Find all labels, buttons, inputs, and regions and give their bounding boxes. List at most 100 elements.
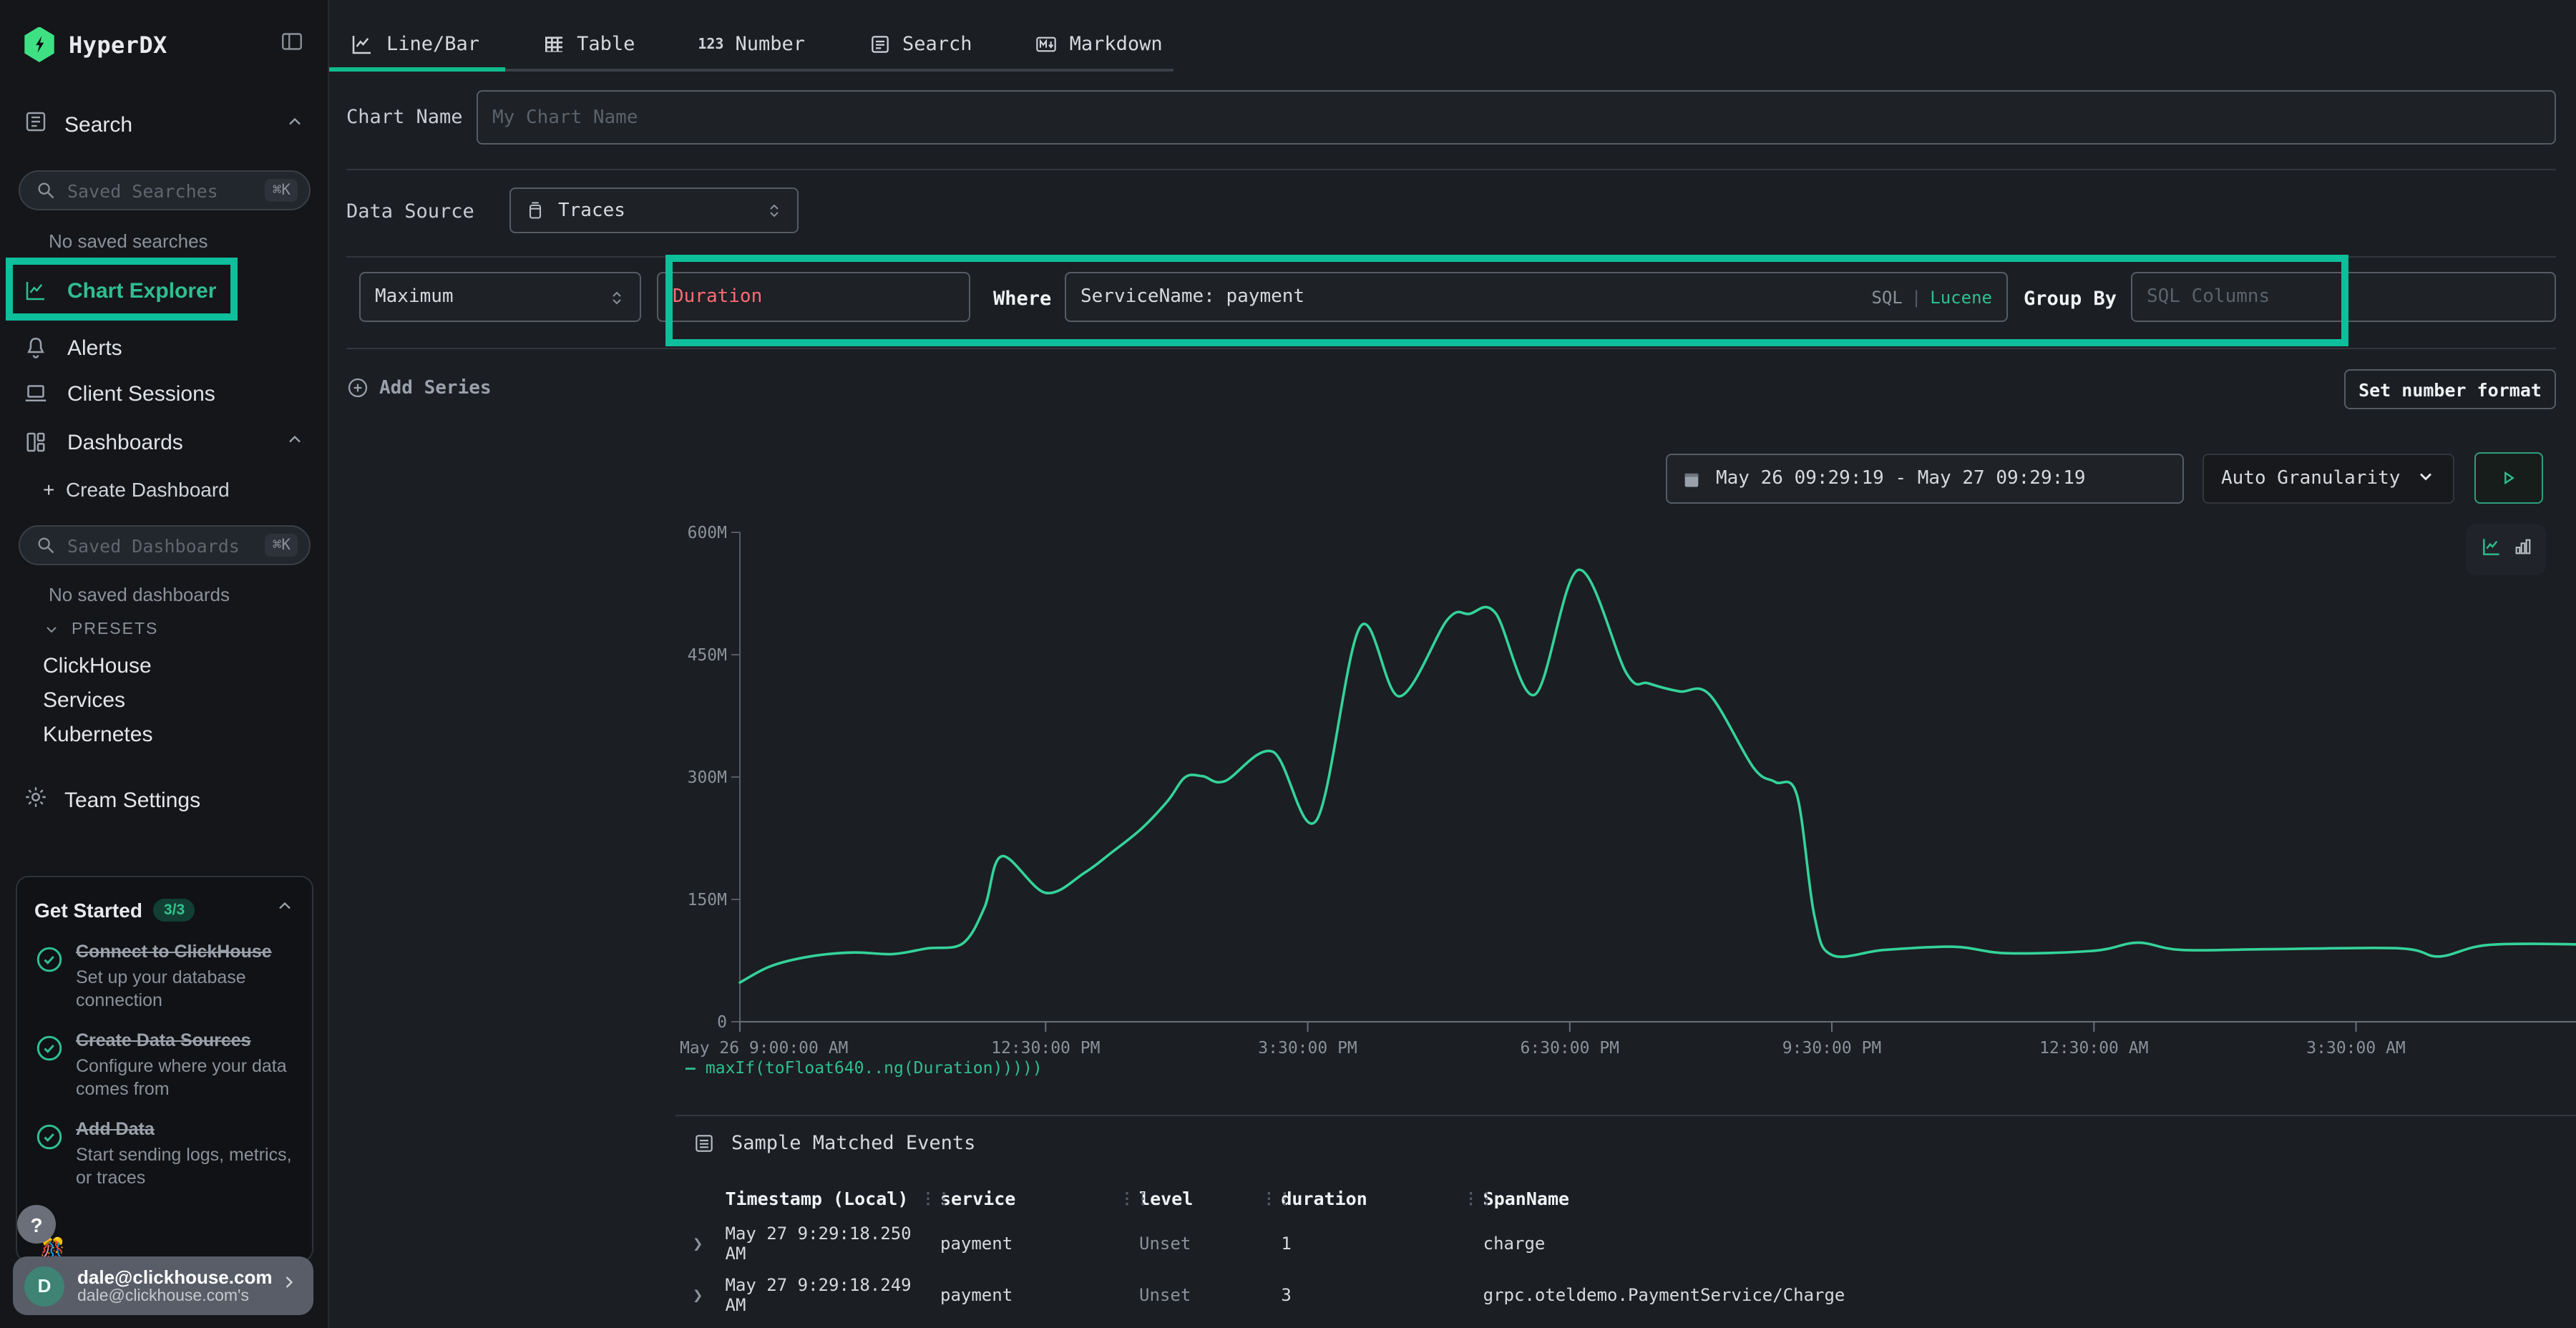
table-row[interactable]: ❯May 27 9:29:18.250 AMpaymentUnset1charg… — [693, 1218, 2576, 1269]
cell-duration: 1 — [1281, 1321, 1483, 1328]
chart-name-label: Chart Name — [346, 106, 463, 129]
sidebar-item-alerts[interactable]: Alerts — [0, 326, 328, 369]
sidebar-item-dashboards[interactable]: Dashboards — [0, 421, 328, 464]
run-query-button[interactable] — [2474, 452, 2543, 504]
tab-markdown[interactable]: Markdown — [1033, 20, 1166, 69]
tab-number[interactable]: 123Number — [695, 20, 808, 69]
get-started-item-subtitle: Configure where your data comes from — [76, 1055, 295, 1101]
column-drag-handle[interactable]: ⋮⋮ — [1261, 1189, 1292, 1208]
row-expand-icon[interactable]: ❯ — [693, 1269, 726, 1321]
get-started-item-subtitle: Set up your database connection — [76, 965, 295, 1012]
get-started-item-subtitle: Start sending logs, metrics, or traces — [76, 1143, 295, 1190]
x-tick-label: 3:30:00 PM — [1258, 1039, 1357, 1058]
no-saved-searches-note: No saved searches — [49, 230, 208, 252]
sample-events-table: Timestamp (Local)⋮⋮service⋮⋮level⋮⋮durat… — [693, 1179, 2576, 1328]
search-section-icon — [23, 109, 49, 140]
get-started-item[interactable]: Add DataStart sending logs, metrics, or … — [34, 1120, 295, 1190]
line-chart-icon — [349, 31, 375, 57]
chevron-up-icon[interactable] — [285, 112, 305, 137]
create-dashboard-link[interactable]: + Create Dashboard — [43, 478, 230, 501]
preset-clickhouse[interactable]: ClickHouse — [43, 654, 152, 678]
cell-level: Unset — [1139, 1269, 1281, 1321]
tab-table[interactable]: Table — [540, 20, 638, 69]
get-started-item[interactable]: Connect to ClickHouseSet up your databas… — [34, 942, 295, 1012]
query-language-toggle[interactable]: SQL|Lucene — [1871, 287, 1992, 307]
y-tick-label: 600M — [688, 524, 727, 542]
search-list-icon — [868, 33, 891, 56]
sidebar-item-team-settings[interactable]: Team Settings — [0, 784, 328, 816]
where-input[interactable]: ServiceName: payment SQL|Lucene — [1065, 272, 2008, 322]
chevron-up-icon — [285, 429, 305, 455]
column-header-level[interactable]: ⋮⋮level — [1139, 1179, 1281, 1218]
help-button[interactable]: ? — [17, 1205, 56, 1244]
date-range-input[interactable]: May 26 09:29:19 - May 27 09:29:19 — [1666, 454, 2184, 504]
sidebar-section-search[interactable]: Search — [0, 109, 328, 140]
timeseries-chart[interactable]: 600M450M300M150M0May 26 9:00:00 AM12:30:… — [675, 515, 2576, 1059]
sample-events-header[interactable]: Sample Matched Events — [693, 1132, 975, 1155]
divider — [346, 169, 2556, 170]
row-expand-icon[interactable]: ❯ — [693, 1218, 726, 1269]
tab-line-bar[interactable]: Line/Bar — [346, 20, 482, 69]
tab-search[interactable]: Search — [865, 20, 975, 69]
data-source-label: Data Source — [346, 200, 474, 223]
table-row[interactable]: ❯May 27 9:29:18.243 AMpaymentUnset1charg… — [693, 1321, 2576, 1328]
saved-dashboards-input[interactable]: Saved Dashboards ⌘K — [19, 525, 311, 565]
dashboards-icon — [23, 429, 50, 455]
aggregation-select[interactable]: Maximum — [359, 272, 641, 322]
field-select[interactable]: Duration — [657, 272, 970, 322]
lucene-option: Lucene — [1930, 287, 1992, 307]
cell-service: payment — [940, 1269, 1139, 1321]
table-row[interactable]: ❯May 27 9:29:18.249 AMpaymentUnset3grpc.… — [693, 1269, 2576, 1321]
granularity-select[interactable]: Auto Granularity — [2202, 454, 2454, 504]
column-header-spanname[interactable]: ⋮⋮SpanName — [1483, 1179, 2576, 1218]
get-started-item[interactable]: Create Data SourcesConfigure where your … — [34, 1030, 295, 1100]
chevron-up-icon[interactable] — [275, 896, 295, 923]
preset-services[interactable]: Services — [43, 688, 125, 713]
no-saved-dashboards-note: No saved dashboards — [49, 584, 230, 605]
add-series-button[interactable]: Add Series — [346, 376, 492, 399]
x-tick-label: May 26 9:00:00 AM — [680, 1039, 848, 1058]
data-source-value: Traces — [558, 200, 625, 221]
presets-header[interactable]: PRESETS — [43, 621, 158, 638]
sidebar-item-chart-explorer[interactable]: Chart Explorer — [0, 269, 328, 312]
tab-label: Search — [902, 33, 972, 56]
group-by-placeholder: SQL Columns — [2147, 286, 2270, 308]
column-header-duration[interactable]: ⋮⋮duration — [1281, 1179, 1483, 1218]
column-drag-handle[interactable]: ⋮⋮ — [920, 1189, 952, 1208]
chevron-down-icon — [43, 621, 60, 638]
legend-label: maxIf(toFloat640..ng(Duration))))) — [706, 1058, 1043, 1078]
user-menu[interactable]: D dale@clickhouse.com dale@clickhouse.co… — [13, 1256, 313, 1315]
sidebar-item-label: Alerts — [67, 336, 122, 360]
cell-level: Unset — [1139, 1218, 1281, 1269]
collapse-sidebar-icon[interactable] — [279, 28, 305, 61]
sidebar-item-client-sessions[interactable]: Client Sessions — [0, 372, 328, 415]
group-by-input[interactable]: SQL Columns — [2131, 272, 2556, 322]
cell-spanname: charge — [1483, 1218, 2576, 1269]
saved-searches-input[interactable]: Saved Searches ⌘K — [19, 170, 311, 210]
field-value: Duration — [673, 286, 762, 308]
user-org: dale@clickhouse.com's — [77, 1288, 272, 1305]
column-drag-handle[interactable]: ⋮⋮ — [1119, 1189, 1151, 1208]
x-tick-label: 3:30:00 AM — [2306, 1039, 2405, 1058]
logo-row: HyperDX — [0, 23, 328, 66]
set-number-format-button[interactable]: Set number format — [2344, 369, 2556, 409]
chart-legend: — maxIf(toFloat640..ng(Duration))))) — [686, 1058, 1043, 1078]
check-circle-icon — [34, 944, 66, 1012]
cell-level: Unset — [1139, 1321, 1281, 1328]
saved-dashboards-placeholder: Saved Dashboards — [67, 534, 240, 556]
data-source-select[interactable]: Traces — [509, 187, 799, 233]
sample-events-title: Sample Matched Events — [731, 1132, 975, 1155]
team-settings-label: Team Settings — [64, 788, 200, 812]
tab-label: Number — [735, 33, 805, 56]
table-list-icon — [693, 1132, 716, 1155]
row-expand-icon[interactable]: ❯ — [693, 1321, 726, 1328]
column-drag-handle[interactable]: ⋮⋮ — [1463, 1189, 1495, 1208]
cell-service: payment — [940, 1218, 1139, 1269]
cell-spanname: charge — [1483, 1321, 2576, 1328]
column-header-service[interactable]: ⋮⋮service — [940, 1179, 1139, 1218]
chart-name-input[interactable]: My Chart Name — [477, 90, 2556, 145]
column-header-timestamp-local-[interactable]: Timestamp (Local) — [726, 1179, 941, 1218]
sidebar-item-label: Chart Explorer — [67, 278, 216, 303]
preset-kubernetes[interactable]: Kubernetes — [43, 723, 152, 747]
gear-icon — [23, 784, 49, 816]
